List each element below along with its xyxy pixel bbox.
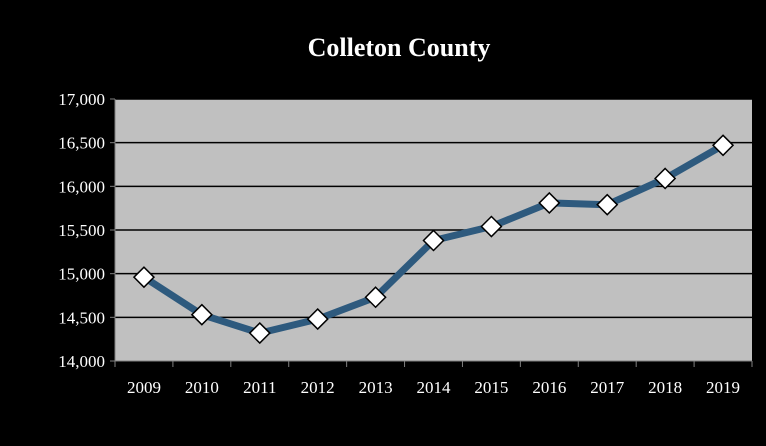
x-tick-label: 2013 [359,378,393,397]
x-tick-label: 2011 [243,378,276,397]
x-tick-label: 2019 [706,378,740,397]
x-tick-label: 2009 [127,378,161,397]
y-tick-label: 14,500 [58,308,105,327]
data-point [538,191,561,214]
data-point [190,303,213,326]
y-tick-label: 17,000 [58,90,105,109]
data-point [422,229,445,252]
data-point [248,321,271,345]
data-point [306,308,329,331]
y-tick-label: 14,000 [58,352,105,371]
plot-area: 14,000 14,500 15,000 15,500 16,000 16,500 17,0… [58,90,753,397]
x-tick-label: 2018 [648,378,682,397]
y-tick-label: 15,500 [58,221,105,240]
data-point [364,286,387,309]
x-tick-label: 2014 [417,378,452,397]
data-point [654,167,677,190]
y-tick-label: 15,000 [58,265,105,284]
y-tick-label: 16,500 [58,134,105,153]
y-tick-label: 16,000 [58,177,105,196]
chart-title: Colleton County [308,33,491,62]
x-tick-label: 2015 [474,378,508,397]
x-tick-label: 2010 [185,378,219,397]
x-tick-label: 2016 [532,378,566,397]
data-point [480,215,503,238]
x-tick-label: 2012 [301,378,335,397]
data-point [711,134,735,157]
x-tick-label: 2017 [590,378,625,397]
data-point [596,193,619,216]
data-point [132,266,156,289]
